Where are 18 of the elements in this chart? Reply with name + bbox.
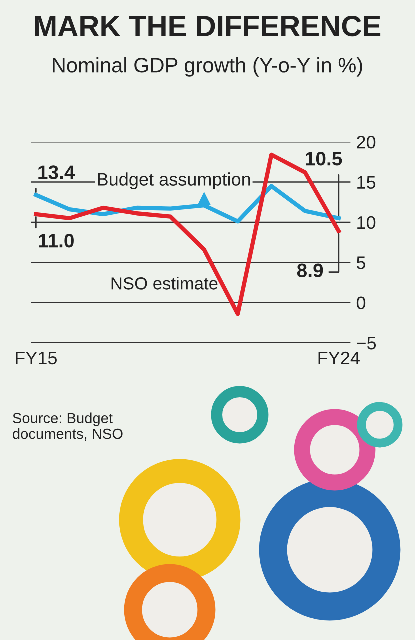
y-tick-label: 10 <box>358 216 376 230</box>
annotation: 13.4 <box>38 166 76 180</box>
chart-subtitle: Nominal GDP growth (Y-o-Y in %) <box>53 57 362 77</box>
annotation: 11.0 <box>39 234 74 248</box>
chart-title: MARK THE DIFFERENCE <box>35 16 381 37</box>
annotation: 8.9 <box>297 264 324 278</box>
x-tick-label: FY15 <box>16 352 57 365</box>
y-tick-label: 15 <box>358 176 376 189</box>
y-tick-label: 20 <box>357 136 376 149</box>
x-tick-label: FY24 <box>318 352 360 364</box>
series-label: NSO estimate <box>112 277 218 290</box>
y-tick-label: −5 <box>357 337 376 350</box>
series-label: Budget assumption <box>98 172 250 190</box>
y-tick-label: 0 <box>356 296 366 310</box>
line-series <box>34 152 341 316</box>
annotation: 10.5 <box>306 152 342 166</box>
source-note: Source: Budget documents, NSO <box>13 412 123 441</box>
y-tick-label: 5 <box>356 256 366 270</box>
